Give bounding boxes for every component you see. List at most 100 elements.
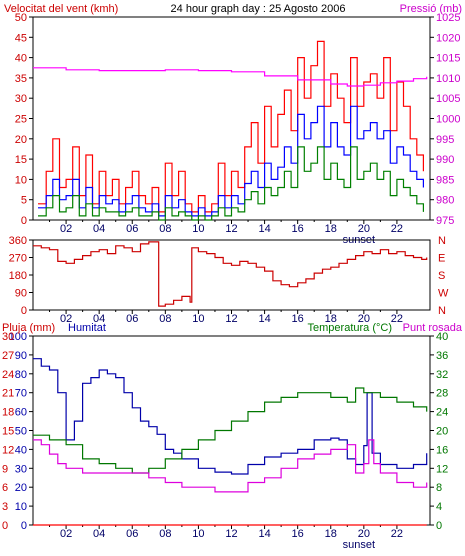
humidity-left-axis-label: Pluja (mm) (2, 322, 55, 334)
direction-compass-label: E (438, 253, 445, 265)
wind-ytick-left: 5 (21, 195, 27, 207)
humidity-ytick-right: 40 (436, 331, 448, 343)
humidity-ytick-rain: 18 (2, 407, 14, 419)
humidity-ytick-rain: 0 (2, 520, 8, 532)
wind-ytick-right: 1015 (436, 53, 460, 65)
wind-ytick-left: 25 (15, 114, 27, 126)
humidity-ytick-rain: 30 (2, 331, 14, 343)
humidity-ytick-right: 32 (436, 369, 448, 381)
humidity-ytick-left: 0 (21, 520, 27, 532)
direction-xtick: 12 (225, 313, 237, 325)
humidity-xtick: 12 (225, 528, 237, 540)
humidity-ytick-right: 4 (436, 501, 442, 513)
wind-xtick: 20 (358, 223, 370, 235)
wind-xtick: 18 (325, 223, 337, 235)
wind-ytick-right: 1010 (436, 73, 460, 85)
wind-xtick: 16 (292, 223, 304, 235)
humidity-panel (29, 335, 434, 529)
humidity-xtick: 02 (60, 528, 72, 540)
humidity-ytick-right: 16 (436, 444, 448, 456)
wind-series-0 (38, 40, 424, 213)
humidity-xtick: 06 (126, 528, 138, 540)
humidity-series-1 (33, 387, 428, 474)
wind-ytick-left: 30 (15, 93, 27, 105)
humidity-ytick-rain: 15 (2, 426, 14, 438)
direction-compass-label: S (438, 270, 445, 282)
humidity-xtick: 04 (93, 528, 105, 540)
wind-ytick-right: 1020 (436, 32, 460, 44)
direction-series-0 (33, 241, 428, 307)
direction-xtick: 14 (258, 313, 270, 325)
direction-xtick: 20 (358, 313, 370, 325)
direction-ytick-left: 180 (9, 270, 27, 282)
humidity-xtick: 18 (325, 528, 337, 540)
direction-ytick-left: 90 (15, 288, 27, 300)
direction-xtick: 16 (292, 313, 304, 325)
humidity-ytick-left: 90 (15, 350, 27, 362)
humidity-ytick-right: 8 (436, 482, 442, 494)
humidity-ytick-rain: 12 (2, 444, 14, 456)
humidity-ytick-right: 24 (436, 407, 448, 419)
wind-panel (29, 16, 434, 224)
direction-frame (32, 239, 431, 311)
humidity-ytick-left: 100 (9, 331, 27, 343)
humidity-ytick-left: 70 (15, 388, 27, 400)
wind-ytick-right: 990 (436, 154, 454, 166)
humidity-ytick-right: 20 (436, 426, 448, 438)
wind-ytick-right: 980 (436, 195, 454, 207)
wind-ytick-left: 10 (15, 174, 27, 186)
humidity-humidity-label: Humitat (68, 322, 106, 334)
direction-ytick-left: 360 (9, 235, 27, 247)
wind-series-2 (38, 146, 424, 221)
humidity-ytick-rain: 24 (2, 369, 14, 381)
direction-xtick: 18 (325, 313, 337, 325)
wind-ytick-right: 975 (436, 215, 454, 227)
humidity-ytick-right: 28 (436, 388, 448, 400)
wind-ytick-left: 50 (15, 12, 27, 24)
wind-ytick-left: 40 (15, 53, 27, 65)
wind-ytick-left: 0 (21, 215, 27, 227)
wind-ytick-right: 1025 (436, 12, 460, 24)
direction-ytick-left: 0 (21, 305, 27, 317)
wind-ytick-right: 985 (436, 174, 454, 186)
humidity-ytick-left: 60 (15, 407, 27, 419)
humidity-ytick-left: 10 (15, 501, 27, 513)
humidity-ytick-rain: 21 (2, 388, 14, 400)
wind-xtick: 02 (60, 223, 72, 235)
direction-xtick: 22 (391, 313, 403, 325)
wind-xtick: 04 (93, 223, 105, 235)
wind-ytick-left: 45 (15, 32, 27, 44)
humidity-ytick-left: 20 (15, 482, 27, 494)
direction-xtick: 06 (126, 313, 138, 325)
humidity-xtick: 20 (358, 528, 370, 540)
humidity-series-2 (33, 439, 428, 493)
humidity-xtick: 22 (391, 528, 403, 540)
wind-xtick: 08 (159, 223, 171, 235)
direction-xtick: 10 (192, 313, 204, 325)
direction-ytick-left: 270 (9, 253, 27, 265)
humidity-sunset-label: sunset (343, 539, 375, 551)
wind-xtick: 22 (391, 223, 403, 235)
humidity-ytick-left: 50 (15, 426, 27, 438)
direction-compass-label: W (438, 288, 449, 300)
wind-ytick-left: 15 (15, 154, 27, 166)
direction-panel (29, 239, 431, 314)
humidity-xtick: 16 (292, 528, 304, 540)
humidity-ytick-right: 36 (436, 350, 448, 362)
direction-compass-label: N (438, 305, 446, 317)
humidity-ytick-left: 30 (15, 463, 27, 475)
direction-xtick: 04 (93, 313, 105, 325)
wind-left-axis-label: Velocitat del vent (kmh) (4, 3, 118, 15)
wind-xtick: 12 (225, 223, 237, 235)
wind-ytick-left: 35 (15, 73, 27, 85)
wind-xtick: 14 (258, 223, 270, 235)
humidity-ytick-right: 12 (436, 463, 448, 475)
wind-xtick: 10 (192, 223, 204, 235)
direction-xtick: 08 (159, 313, 171, 325)
humidity-series-0 (33, 358, 428, 475)
humidity-xtick: 14 (258, 528, 270, 540)
direction-xtick: 02 (60, 313, 72, 325)
humidity-ytick-rain: 6 (2, 482, 8, 494)
humidity-ytick-rain: 27 (2, 350, 14, 362)
